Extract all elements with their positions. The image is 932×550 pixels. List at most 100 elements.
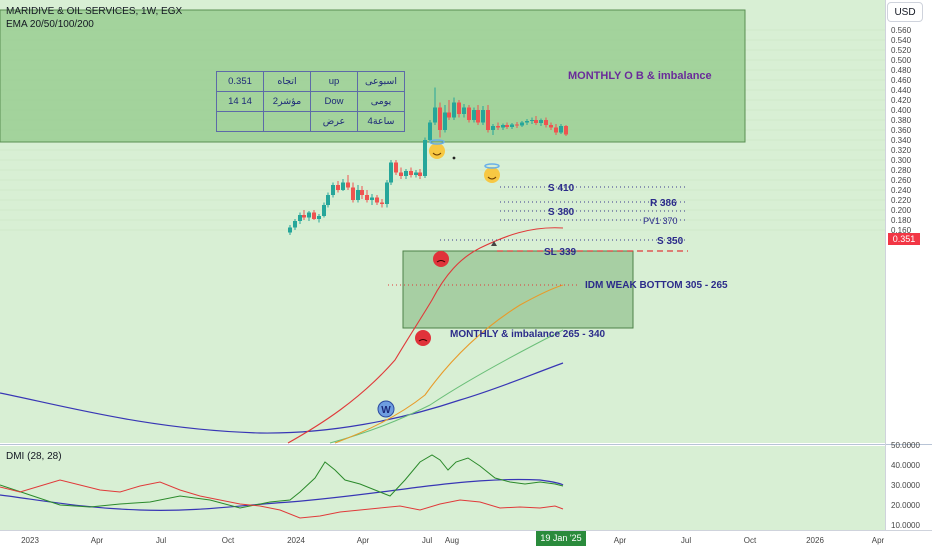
- candle-body: [539, 120, 543, 123]
- ema-50-line: [334, 284, 564, 444]
- y-tick-label: 0.340: [891, 136, 912, 145]
- indicator-label: EMA 20/50/100/200: [6, 19, 94, 30]
- candle-body: [554, 127, 558, 133]
- x-tick-label: 2023: [21, 536, 39, 545]
- dmi-adx-line: [0, 478, 564, 511]
- candle: [346, 175, 350, 190]
- candle-body: [433, 107, 437, 123]
- candle-body: [481, 110, 485, 123]
- table-cell: Dow: [310, 91, 358, 112]
- monthly-imbalance-label: MONTHLY & imbalance 265 - 340: [450, 329, 606, 340]
- candle: [307, 211, 311, 221]
- candle: [351, 182, 355, 203]
- y-tick-label: 0.420: [891, 96, 912, 105]
- dot-marker: [452, 156, 456, 160]
- candle-body: [351, 187, 355, 200]
- candle: [360, 186, 364, 199]
- candle-body: [317, 216, 321, 219]
- y-tick-label: 0.500: [891, 56, 912, 65]
- candle-body: [472, 110, 476, 120]
- dmi-label: DMI (28, 28): [6, 451, 62, 462]
- table-cell: عرض: [310, 111, 358, 132]
- candle: [515, 122, 519, 128]
- candle-body: [399, 172, 403, 176]
- candle: [409, 167, 413, 178]
- table-cell: مؤشر2: [263, 91, 311, 112]
- y-tick-label: 0.260: [891, 176, 912, 185]
- x-tick-label: Aug: [445, 536, 459, 545]
- candle-body: [491, 126, 495, 130]
- candle: [491, 124, 495, 135]
- candle: [467, 105, 471, 123]
- candle-body: [346, 182, 350, 188]
- candle-body: [452, 102, 456, 118]
- last-price-tag: 0.351: [888, 233, 920, 245]
- y-tick-label: 0.460: [891, 76, 912, 85]
- table-cell: [216, 111, 264, 132]
- candle: [549, 122, 553, 130]
- y-tick-label: 0.400: [891, 106, 912, 115]
- arrow-up-icon: [491, 241, 497, 246]
- candle: [312, 210, 316, 220]
- y-axis-labels: 0.5600.5400.5200.5000.4800.4600.4400.420…: [891, 26, 912, 235]
- candle-body: [564, 126, 568, 135]
- table-cell: up: [310, 71, 358, 92]
- table-row: 0.351 اتجاه up اسبوعى: [216, 71, 405, 92]
- y-tick-label: 0.240: [891, 186, 912, 195]
- candle-body: [525, 121, 529, 123]
- candle-body: [389, 162, 393, 183]
- candle: [544, 117, 548, 128]
- angry-face-icon: [433, 251, 449, 267]
- candle-body: [559, 126, 563, 133]
- candle: [462, 104, 466, 118]
- candle-body: [534, 120, 538, 123]
- candle: [356, 185, 360, 203]
- y-tick-label: 0.540: [891, 36, 912, 45]
- x-tick-label: Jul: [681, 536, 691, 545]
- candle: [326, 192, 330, 208]
- x-tick-label: Apr: [614, 536, 627, 545]
- candle-body: [544, 120, 548, 125]
- dmi-plus-line: [0, 454, 564, 509]
- candle-body: [428, 122, 432, 140]
- candle-body: [312, 212, 316, 219]
- ema-20-line: [287, 227, 564, 444]
- candle-body: [515, 124, 519, 126]
- candle-body: [423, 140, 427, 176]
- candle-body: [414, 172, 418, 175]
- x-tick-label: 2024: [287, 536, 305, 545]
- candle: [520, 121, 524, 127]
- currency-button[interactable]: USD: [887, 2, 923, 22]
- x-tick-label: Jul: [156, 536, 166, 545]
- y-tick-label: 0.380: [891, 116, 912, 125]
- candle: [443, 105, 447, 133]
- y-tick-label: 0.300: [891, 156, 912, 165]
- candle: [428, 120, 432, 143]
- x-tick-label: 2026: [806, 536, 824, 545]
- y-tick-label: 0.200: [891, 206, 912, 215]
- candle-body: [520, 122, 524, 126]
- candle-body: [510, 124, 514, 127]
- ema-200-line: [0, 362, 564, 434]
- candle-body: [467, 107, 471, 120]
- sl339-label: SL 339: [544, 247, 576, 258]
- candle: [414, 170, 418, 178]
- candle-body: [447, 112, 451, 118]
- candle: [331, 182, 335, 198]
- candle: [418, 169, 422, 179]
- angel-face-icon: [429, 139, 445, 159]
- x-tick-label: Oct: [222, 536, 235, 545]
- candle-body: [409, 171, 413, 175]
- candle-body: [438, 107, 442, 130]
- dmi-tick: 30.0000: [891, 481, 920, 490]
- w-pattern-label: W: [381, 405, 391, 416]
- candle-body: [486, 110, 490, 130]
- y-tick-label: 0.320: [891, 146, 912, 155]
- s410-label: S 410: [548, 183, 575, 194]
- candle-body: [394, 162, 398, 173]
- table-cell: اسبوعى: [357, 71, 405, 92]
- candle-body: [302, 215, 306, 218]
- candle: [530, 117, 534, 124]
- table-cell: [263, 111, 311, 132]
